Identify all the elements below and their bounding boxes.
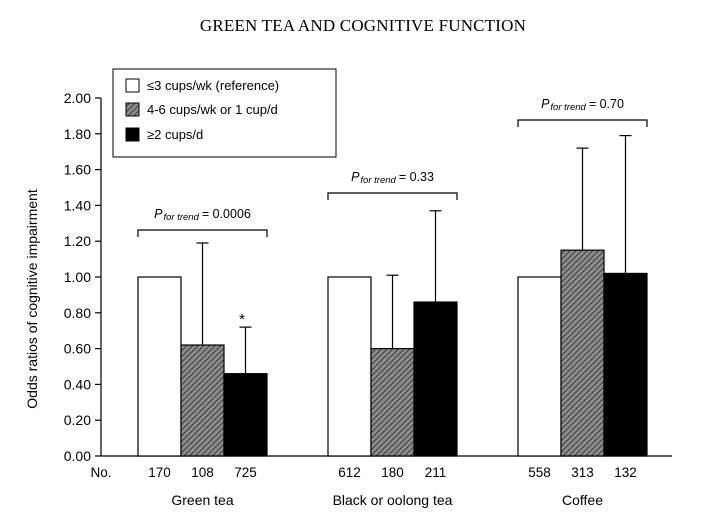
bar [327, 276, 372, 457]
legend-swatch-moderate [125, 102, 140, 117]
sample-counts: 170 108 725 612 180 211 558 313 132 [148, 465, 637, 480]
y-tick-label: 1.40 [64, 197, 91, 213]
y-tick-label: 0.80 [64, 305, 91, 321]
bar [560, 249, 605, 457]
legend-swatch-reference [125, 78, 140, 93]
error-bars [196, 134, 632, 374]
bar [137, 276, 182, 457]
bar [180, 344, 225, 457]
p-for-trend-annotations: Pfor trend = 0.0006 Pfor trend = 0.33 Pfor t… [137, 97, 648, 237]
bar [413, 301, 458, 457]
significance-asterisk: * [239, 311, 245, 328]
x-category-labels: Green tea Black or oolong tea Coffee [171, 492, 603, 508]
bar [517, 276, 562, 457]
bar [370, 348, 415, 457]
p-trend-bracket [137, 229, 268, 237]
bar [223, 373, 268, 457]
legend: ≤3 cups/wk (reference) 4-6 cups/wk or 1 … [112, 68, 337, 158]
legend-frame [112, 68, 337, 158]
y-tick-label: 0.00 [64, 448, 91, 464]
count-label: 170 [148, 465, 171, 480]
count-label: 211 [425, 465, 447, 480]
p-trend-label: Pfor trend = 0.70 [541, 97, 624, 113]
counts-label: No. [90, 465, 111, 480]
y-ticks: 0.00 0.20 0.40 0.60 0.80 1.00 1.20 1.40 1.60 1.80… [64, 90, 101, 464]
bar [603, 272, 648, 457]
chart-title: GREEN TEA AND COGNITIVE FUNCTION [200, 16, 526, 35]
y-tick-label: 0.60 [64, 341, 91, 357]
count-label: 725 [234, 465, 257, 480]
count-label: 558 [528, 465, 551, 480]
legend-label-reference: ≤3 cups/wk (reference) [147, 78, 279, 93]
legend-label-moderate: 4-6 cups/wk or 1 cup/d [147, 102, 278, 117]
y-tick-label: 0.20 [64, 412, 91, 428]
p-trend-label: Pfor trend = 0.0006 [154, 207, 251, 223]
legend-swatch-high [125, 127, 140, 142]
bar-series [137, 249, 648, 457]
x-category-label: Coffee [562, 492, 603, 508]
y-tick-label: 1.00 [64, 269, 91, 285]
legend-label-high: ≥2 cups/d [147, 127, 203, 142]
y-tick-label: 1.60 [64, 162, 91, 178]
count-label: 108 [191, 465, 214, 480]
y-tick-label: 1.80 [64, 126, 91, 142]
y-tick-label: 2.00 [64, 90, 91, 106]
count-label: 313 [571, 465, 594, 480]
x-category-label: Black or oolong tea [333, 492, 453, 508]
y-tick-label: 0.40 [64, 376, 91, 392]
y-axis-title: Odds ratios of cognitive impairment [24, 189, 40, 409]
count-label: 132 [614, 465, 637, 480]
p-trend-label: Pfor trend = 0.33 [351, 170, 434, 186]
p-trend-bracket [517, 119, 648, 127]
count-label: 180 [381, 465, 404, 480]
x-category-label: Green tea [171, 492, 233, 508]
p-trend-bracket [327, 192, 458, 200]
count-label: 612 [338, 465, 361, 480]
y-tick-label: 1.20 [64, 233, 91, 249]
